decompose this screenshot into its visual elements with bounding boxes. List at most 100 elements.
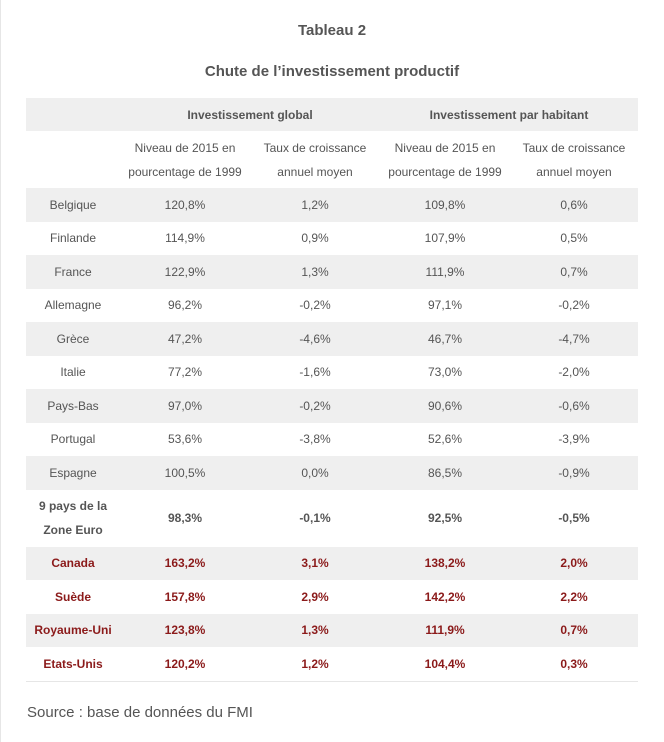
table-row: Grèce 47,2% -4,6% 46,7% -4,7% bbox=[26, 322, 638, 356]
country-cell: Pays-Bas bbox=[26, 389, 120, 423]
table-row: Espagne 100,5% 0,0% 86,5% -0,9% bbox=[26, 456, 638, 490]
country-cell: Portugal bbox=[50, 432, 96, 447]
per-capita-growth-cell: -0,6% bbox=[510, 389, 638, 423]
global-growth-cell: -0,1% bbox=[299, 511, 331, 525]
country-cell: Etats-Unis bbox=[26, 647, 120, 682]
per-capita-level-cell: 86,5% bbox=[380, 456, 510, 490]
global-growth-cell: -4,6% bbox=[250, 322, 380, 356]
global-growth-cell: 0,0% bbox=[250, 456, 380, 490]
global-level-cell: 120,8% bbox=[120, 188, 250, 222]
country-cell: Finlande bbox=[49, 231, 97, 246]
global-growth-cell: -3,8% bbox=[299, 432, 331, 447]
global-growth-cell: 1,2% bbox=[250, 188, 380, 222]
global-growth-cell: -1,6% bbox=[299, 365, 331, 380]
per-capita-level-cell: 138,2% bbox=[380, 546, 510, 580]
per-capita-level-cell: 52,6% bbox=[427, 432, 463, 447]
country-cell: Royaume-Uni bbox=[26, 613, 120, 647]
per-capita-level-cell: 111,9% bbox=[380, 613, 510, 647]
per-capita-growth-cell: -3,9% bbox=[558, 432, 590, 447]
per-capita-growth-cell: 0,7% bbox=[510, 255, 638, 289]
global-level-cell: 96,2% bbox=[167, 298, 203, 313]
table-subtitle: Chute de l’investissement productif bbox=[204, 63, 460, 80]
per-capita-level-cell: 46,7% bbox=[380, 322, 510, 356]
global-level-cell: 157,8% bbox=[164, 589, 206, 604]
per-capita-level-cell: 109,8% bbox=[380, 188, 510, 222]
per-capita-growth-cell: -2,0% bbox=[558, 365, 590, 380]
per-capita-growth-cell: 0,6% bbox=[510, 188, 638, 222]
sub-header-per-capita-level: Niveau de 2015 en pourcentage de 1999 bbox=[388, 140, 502, 179]
global-level-cell: 97,0% bbox=[120, 389, 250, 423]
sub-header-per-capita-growth: Taux de croissance annuel moyen bbox=[522, 140, 626, 179]
group-header-per-capita: Investissement par habitant bbox=[380, 98, 638, 131]
table-row: Royaume-Uni 123,8% 1,3% 111,9% 0,7% bbox=[26, 613, 638, 647]
sub-header-row: Niveau de 2015 en pourcentage de 1999 Ta… bbox=[26, 131, 638, 188]
per-capita-level-cell: 73,0% bbox=[427, 365, 463, 380]
table-title: Tableau 2 bbox=[297, 22, 367, 39]
table-row: Pays-Bas 97,0% -0,2% 90,6% -0,6% bbox=[26, 389, 638, 423]
per-capita-level-cell: 111,9% bbox=[380, 255, 510, 289]
sub-header-global-growth: Taux de croissance annuel moyen bbox=[263, 140, 367, 179]
group-header-global: Investissement global bbox=[120, 98, 380, 131]
group-header-row: Investissement global Investissement par… bbox=[26, 98, 638, 131]
per-capita-growth-cell: 0,7% bbox=[510, 613, 638, 647]
global-growth-cell: -0,2% bbox=[250, 389, 380, 423]
source-note: Source : base de données du FMI bbox=[27, 704, 253, 721]
global-growth-cell: 0,9% bbox=[301, 231, 329, 246]
country-cell: Canada bbox=[26, 546, 120, 580]
global-level-cell: 53,6% bbox=[167, 432, 203, 447]
global-growth-cell: -0,2% bbox=[299, 298, 331, 313]
country-cell: Italie bbox=[60, 365, 86, 380]
per-capita-level-cell: 92,5% bbox=[427, 511, 463, 525]
per-capita-level-cell: 142,2% bbox=[424, 589, 466, 604]
country-cell: France bbox=[26, 255, 120, 289]
per-capita-growth-cell: 2,2% bbox=[560, 589, 588, 604]
country-cell: Allemagne bbox=[44, 298, 102, 313]
country-cell: 9 pays de la Zone Euro bbox=[38, 499, 108, 537]
country-cell: Espagne bbox=[26, 456, 120, 490]
global-level-cell: 163,2% bbox=[120, 546, 250, 580]
table-row: Suède 157,8% 2,9% 142,2% 2,2% bbox=[26, 580, 638, 614]
per-capita-growth-cell: -0,9% bbox=[510, 456, 638, 490]
per-capita-growth-cell: -4,7% bbox=[510, 322, 638, 356]
global-growth-cell: 1,3% bbox=[250, 255, 380, 289]
investment-table: Investissement global Investissement par… bbox=[26, 98, 638, 682]
per-capita-growth-cell: -0,2% bbox=[558, 298, 590, 313]
table-row: Etats-Unis 120,2% 1,2% 104,4% 0,3% bbox=[26, 647, 638, 682]
table-row: France 122,9% 1,3% 111,9% 0,7% bbox=[26, 255, 638, 289]
table-row: Italie 77,2% -1,6% 73,0% -2,0% bbox=[26, 356, 638, 390]
table-row: Canada 163,2% 3,1% 138,2% 2,0% bbox=[26, 546, 638, 580]
table-row: Allemagne 96,2% -0,2% 97,1% -0,2% bbox=[26, 289, 638, 323]
global-level-cell: 122,9% bbox=[120, 255, 250, 289]
per-capita-growth-cell: 2,0% bbox=[510, 546, 638, 580]
per-capita-growth-cell: -0,5% bbox=[558, 511, 590, 525]
global-level-cell: 120,2% bbox=[120, 647, 250, 682]
per-capita-growth-cell: 0,3% bbox=[510, 647, 638, 682]
sub-header-empty bbox=[26, 131, 120, 188]
table-row: Finlande 114,9% 0,9% 107,9% 0,5% bbox=[26, 222, 638, 256]
global-level-cell: 98,3% bbox=[167, 511, 203, 525]
global-level-cell: 123,8% bbox=[120, 613, 250, 647]
table-row: Belgique 120,8% 1,2% 109,8% 0,6% bbox=[26, 188, 638, 222]
group-header-empty bbox=[26, 98, 120, 131]
global-level-cell: 114,9% bbox=[165, 231, 205, 246]
country-cell: Belgique bbox=[26, 188, 120, 222]
global-growth-cell: 3,1% bbox=[250, 546, 380, 580]
country-cell: Grèce bbox=[26, 322, 120, 356]
per-capita-level-cell: 90,6% bbox=[380, 389, 510, 423]
table-row: 9 pays de la Zone Euro 98,3% -0,1% 92,5% -0,… bbox=[26, 490, 638, 547]
global-growth-cell: 1,2% bbox=[250, 647, 380, 682]
country-cell: Suède bbox=[54, 589, 91, 604]
per-capita-level-cell: 107,9% bbox=[424, 231, 466, 246]
table-row: Portugal 53,6% -3,8% 52,6% -3,9% bbox=[26, 423, 638, 457]
table-body: Belgique 120,8% 1,2% 109,8% 0,6% Finlande 114,… bbox=[26, 188, 638, 682]
per-capita-level-cell: 97,1% bbox=[427, 298, 463, 313]
global-level-cell: 47,2% bbox=[120, 322, 250, 356]
per-capita-growth-cell: 0,5% bbox=[560, 231, 588, 246]
global-level-cell: 100,5% bbox=[120, 456, 250, 490]
global-level-cell: 77,2% bbox=[167, 365, 203, 380]
sub-header-global-level: Niveau de 2015 en pourcentage de 1999 bbox=[128, 140, 242, 179]
per-capita-level-cell: 104,4% bbox=[380, 647, 510, 682]
global-growth-cell: 1,3% bbox=[250, 613, 380, 647]
global-growth-cell: 2,9% bbox=[301, 589, 329, 604]
